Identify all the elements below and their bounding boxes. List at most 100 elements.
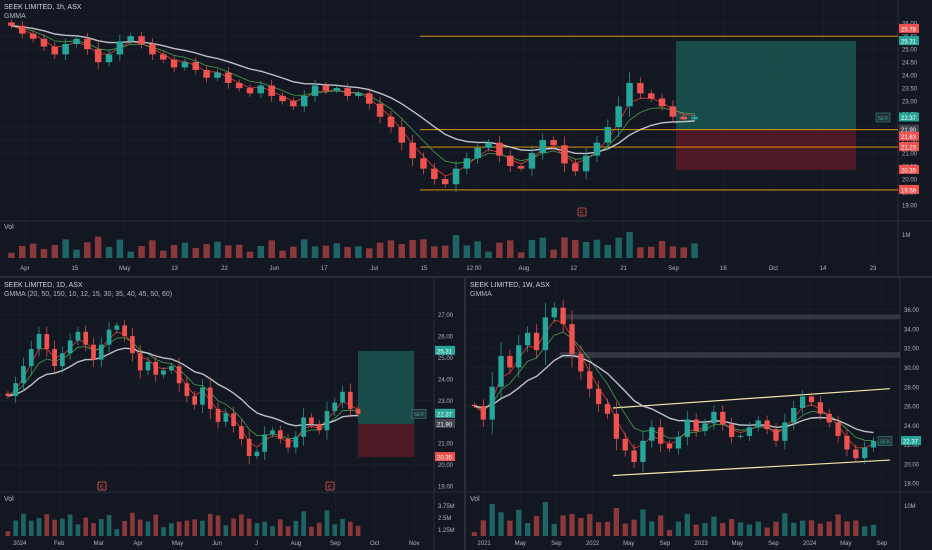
candle-body[interactable]	[737, 435, 744, 437]
candle-body[interactable]	[764, 420, 770, 430]
candle-body[interactable]	[870, 441, 877, 448]
candle-body[interactable]	[649, 427, 655, 441]
candle-body[interactable]	[83, 331, 89, 345]
candle-body[interactable]	[431, 168, 438, 180]
candle-body[interactable]	[94, 49, 102, 63]
candle-body[interactable]	[5, 393, 11, 397]
candle-body[interactable]	[572, 163, 579, 172]
candle-body[interactable]	[550, 140, 557, 146]
candle-body[interactable]	[808, 396, 815, 403]
long-position-stop-zone[interactable]	[676, 129, 856, 170]
candle-body[interactable]	[746, 427, 753, 436]
long-position-stop-zone[interactable]	[358, 423, 414, 458]
candle-body[interactable]	[40, 38, 48, 47]
candle-body[interactable]	[755, 420, 761, 428]
candle-body[interactable]	[693, 419, 699, 432]
candle-body[interactable]	[203, 69, 210, 78]
candle-body[interactable]	[91, 344, 96, 360]
candle-body[interactable]	[853, 449, 859, 459]
candle-body[interactable]	[542, 317, 549, 351]
candle-body[interactable]	[587, 371, 593, 389]
channel-lower-line[interactable]	[612, 459, 891, 477]
candle-body[interactable]	[561, 145, 568, 164]
candle-body[interactable]	[62, 43, 69, 55]
candle-body[interactable]	[122, 325, 127, 337]
candle-body[interactable]	[270, 430, 275, 435]
candle-body[interactable]	[130, 336, 135, 354]
weekly-indicator-label[interactable]: GMMA	[470, 291, 492, 298]
candle-body[interactable]	[474, 147, 481, 159]
candle-body[interactable]	[498, 355, 504, 387]
candle-body[interactable]	[84, 38, 91, 50]
candle-body[interactable]	[631, 450, 637, 462]
candle-body[interactable]	[533, 332, 540, 351]
candle-body[interactable]	[181, 62, 189, 68]
candle-body[interactable]	[680, 116, 687, 120]
earnings-event-marker[interactable]	[577, 207, 587, 217]
candle-body[interactable]	[420, 158, 427, 169]
candle-body[interactable]	[647, 93, 655, 99]
candle-body[interactable]	[799, 396, 806, 408]
candle-body[interactable]	[44, 333, 50, 349]
candle-body[interactable]	[309, 417, 314, 424]
candle-body[interactable]	[826, 413, 832, 423]
daily-chart-svg[interactable]: 27.0026.0025.0024.0023.0022.0021.0020.00…	[0, 278, 464, 550]
candle-body[interactable]	[67, 340, 73, 354]
candle-body[interactable]	[344, 88, 351, 96]
candle-body[interactable]	[366, 93, 373, 104]
candle-body[interactable]	[235, 82, 243, 89]
candle-body[interactable]	[161, 370, 166, 375]
candle-body[interactable]	[516, 345, 522, 368]
candle-body[interactable]	[21, 366, 26, 384]
pane-divider-vertical[interactable]	[464, 278, 466, 550]
candle-body[interactable]	[153, 361, 159, 375]
candle-body[interactable]	[387, 116, 395, 128]
candle-body[interactable]	[106, 329, 112, 345]
candle-body[interactable]	[137, 353, 143, 371]
candle-body[interactable]	[452, 168, 460, 185]
candle-body[interactable]	[322, 85, 330, 91]
candle-body[interactable]	[145, 361, 151, 371]
candle-body[interactable]	[279, 95, 286, 102]
candle-body[interactable]	[398, 127, 406, 143]
candle-body[interactable]	[862, 447, 868, 459]
long-position-target-zone[interactable]	[676, 41, 856, 130]
candle-body[interactable]	[615, 106, 622, 128]
candle-body[interactable]	[817, 402, 824, 414]
candle-body[interactable]	[684, 419, 690, 437]
candle-body[interactable]	[485, 142, 492, 148]
candle-body[interactable]	[835, 422, 841, 436]
candle-body[interactable]	[376, 103, 384, 117]
candle-body[interactable]	[441, 179, 449, 185]
earnings-event-marker[interactable]	[325, 481, 335, 491]
candle-body[interactable]	[324, 411, 330, 431]
long-position-target-zone[interactable]	[358, 350, 414, 424]
candle-body[interactable]	[184, 383, 190, 397]
candle-body[interactable]	[626, 82, 633, 107]
candle-body[interactable]	[168, 366, 174, 371]
candle-body[interactable]	[613, 413, 620, 439]
candle-body[interactable]	[528, 153, 536, 169]
candle-body[interactable]	[675, 436, 682, 449]
candle-body[interactable]	[36, 333, 42, 349]
candle-body[interactable]	[246, 88, 254, 94]
weekly-chart-svg[interactable]: 36.00 34.00 32.00 30.00 28.00 26.00 24.00 22.00…	[466, 278, 932, 550]
candle-body[interactable]	[666, 443, 673, 449]
candle-body[interactable]	[604, 404, 611, 414]
candle-body[interactable]	[239, 426, 244, 439]
candle-body[interactable]	[489, 386, 495, 420]
candle-body[interactable]	[622, 438, 628, 451]
candle-body[interactable]	[215, 408, 221, 422]
candle-body[interactable]	[637, 82, 644, 94]
candle-body[interactable]	[471, 404, 478, 407]
candle-body[interactable]	[28, 348, 34, 367]
candle-body[interactable]	[159, 54, 167, 60]
candle-body[interactable]	[569, 324, 575, 354]
candle-body[interactable]	[51, 46, 59, 55]
candle-body[interactable]	[223, 413, 229, 422]
candle-body[interactable]	[658, 98, 666, 107]
candle-body[interactable]	[582, 155, 590, 172]
candle-body[interactable]	[207, 387, 213, 409]
chart-pane-hourly[interactable]: 26.0025.5025.0024.5024.0023.5023.0022.50…	[0, 0, 932, 276]
candle-body[interactable]	[702, 423, 708, 432]
